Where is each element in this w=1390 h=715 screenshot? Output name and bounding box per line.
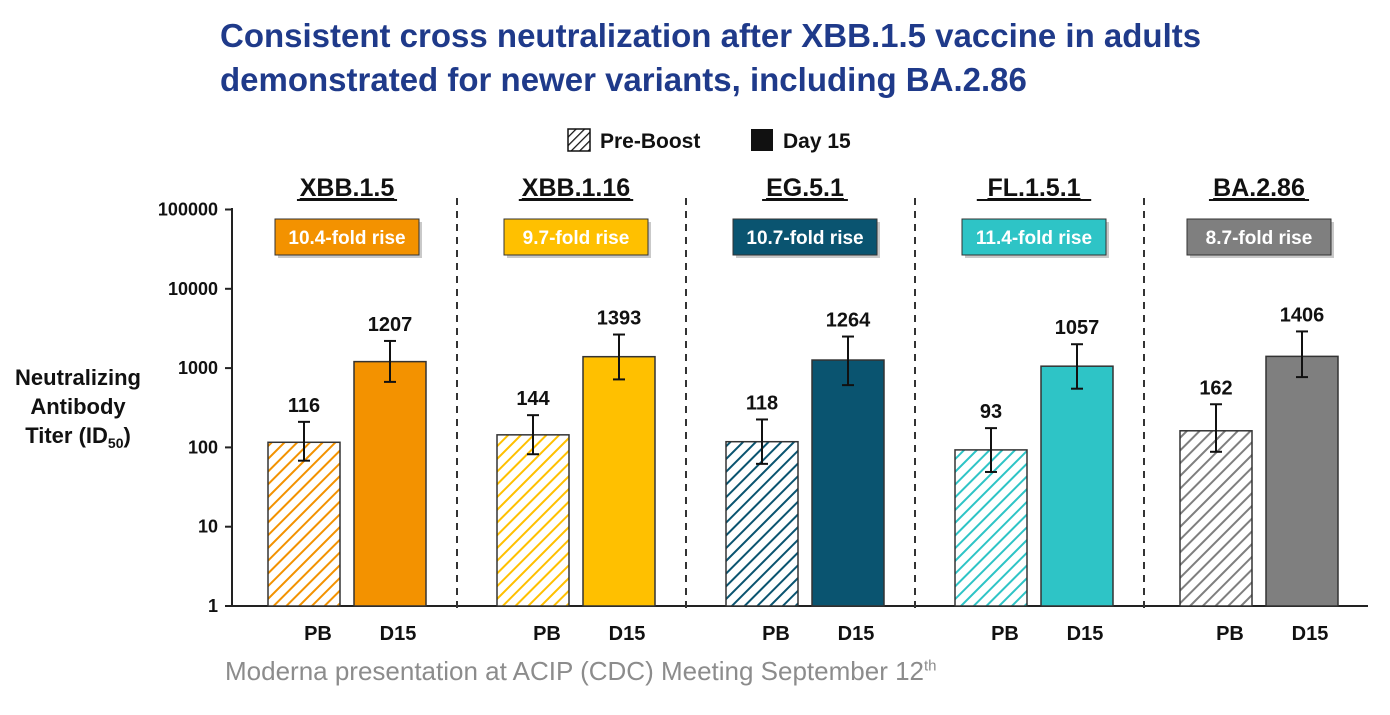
x-label-pb: PB xyxy=(304,623,332,645)
fold-rise-box xyxy=(503,218,649,256)
fold-rise-label: 8.7-fold rise xyxy=(1206,228,1313,249)
day-15-value-label: 1406 xyxy=(1280,304,1325,326)
day-15-bar xyxy=(582,355,656,607)
y-tick-label: 1 xyxy=(208,596,218,616)
x-label-pb: PB xyxy=(991,623,1019,645)
y-axis-title-subscript: 50 xyxy=(108,435,124,451)
legend-swatch-pre-boost xyxy=(567,128,591,152)
y-tick-label: 100 xyxy=(188,437,218,457)
y-tick-label: 1000 xyxy=(178,358,218,378)
pre-boost-value-label: 93 xyxy=(980,401,1002,423)
x-label-d15: D15 xyxy=(380,623,417,645)
variant-label: XBB.1.16 xyxy=(522,174,630,202)
source-superscript: th xyxy=(924,657,937,675)
variant-label: XBB.1.5 xyxy=(300,174,395,202)
y-tick-label: 10000 xyxy=(168,279,218,299)
day-15-value-label: 1264 xyxy=(826,310,871,332)
title-line-1: Consistent cross neutralization after XB… xyxy=(220,17,1202,54)
pre-boost-value-label: 144 xyxy=(516,388,550,410)
fold-rise-box xyxy=(1186,218,1332,256)
x-label-pb: PB xyxy=(1216,623,1244,645)
chart-title: Consistent cross neutralization after XB… xyxy=(220,14,1360,102)
x-label-pb: PB xyxy=(762,623,790,645)
pre-boost-bar xyxy=(1179,430,1253,607)
fold-rise-label: 11.4-fold rise xyxy=(976,228,1092,249)
y-axis-title-text: Titer (ID xyxy=(25,423,108,448)
y-axis-title-line-2: Antibody xyxy=(30,394,126,419)
y-axis-title-line-3: Titer (ID50) xyxy=(25,423,131,451)
y-tick-label: 10 xyxy=(198,517,218,537)
x-label-d15: D15 xyxy=(838,623,875,645)
day-15-bar xyxy=(1040,365,1114,607)
fold-rise-box xyxy=(961,218,1107,256)
y-tick-label: 100000 xyxy=(158,200,218,220)
pre-boost-value-label: 118 xyxy=(746,392,778,414)
pre-boost-bar xyxy=(725,440,799,607)
legend-swatch-day-15 xyxy=(751,129,773,151)
day-15-bar xyxy=(811,359,885,607)
legend-label-day-15: Day 15 xyxy=(783,130,851,153)
pre-boost-bar xyxy=(267,441,341,607)
pre-boost-bar xyxy=(954,449,1028,607)
fold-rise-label: 10.7-fold rise xyxy=(746,228,863,249)
pre-boost-bar xyxy=(496,434,570,607)
day-15-bar xyxy=(353,360,427,607)
fold-rise-box xyxy=(274,218,420,256)
title-line-2: demonstrated for newer variants, includi… xyxy=(220,61,1027,98)
variant-label: BA.2.86 xyxy=(1213,174,1305,202)
day-15-value-label: 1207 xyxy=(368,314,413,336)
day-15-value-label: 1057 xyxy=(1055,317,1100,339)
y-axis-title-close: ) xyxy=(123,423,130,448)
x-label-d15: D15 xyxy=(609,623,646,645)
variant-label: EG.5.1 xyxy=(766,174,844,202)
day-15-value-label: 1393 xyxy=(597,308,642,330)
source-note: Moderna presentation at ACIP (CDC) Meeti… xyxy=(225,656,937,687)
x-label-d15: D15 xyxy=(1292,623,1329,645)
pre-boost-value-label: 116 xyxy=(288,395,320,417)
x-label-d15: D15 xyxy=(1067,623,1104,645)
variant-label: FL.1.5.1 xyxy=(987,174,1080,202)
x-label-pb: PB xyxy=(533,623,561,645)
pre-boost-value-label: 162 xyxy=(1199,377,1232,399)
day-15-bar xyxy=(1265,355,1339,607)
legend-label-pre-boost: Pre-Boost xyxy=(600,130,700,153)
source-text: Moderna presentation at ACIP (CDC) Meeti… xyxy=(225,656,924,686)
fold-rise-label: 9.7-fold rise xyxy=(523,228,630,249)
fold-rise-box xyxy=(732,218,878,256)
fold-rise-label: 10.4-fold rise xyxy=(288,228,405,249)
y-axis-title-line-1: Neutralizing xyxy=(15,365,141,390)
